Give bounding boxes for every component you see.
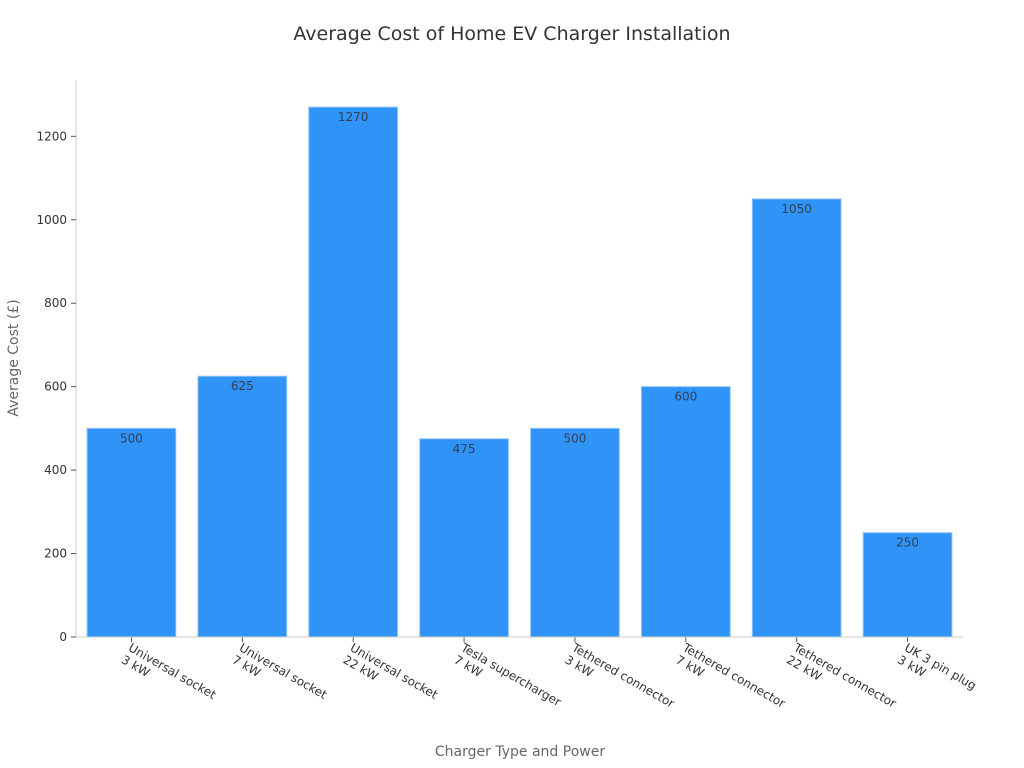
x-tick-label: Tethered connector22 kW xyxy=(783,640,898,723)
value-label: 1050 xyxy=(781,202,812,216)
bar xyxy=(862,532,953,638)
x-tick-label: Tesla supercharger7 kW xyxy=(451,640,564,721)
bar xyxy=(530,427,620,638)
x-tick-label: Tethered connector7 kW xyxy=(672,640,787,723)
value-label: 600 xyxy=(674,390,697,404)
x-tick-label: Universal socket3 kW xyxy=(119,640,219,714)
x-tick-label: Universal socket7 kW xyxy=(230,640,330,714)
bar xyxy=(419,438,509,638)
bar xyxy=(86,427,177,638)
y-tick-label: 200 xyxy=(44,547,67,561)
x-tick-label: UK 3 pin plug3 kW xyxy=(895,640,979,704)
bar xyxy=(308,106,399,638)
y-tick-label: 1000 xyxy=(36,213,67,227)
y-axis-title: Average Cost (£) xyxy=(6,299,22,416)
value-label: 500 xyxy=(563,431,586,445)
value-label: 475 xyxy=(453,442,476,456)
x-tick-label: Universal socket22 kW xyxy=(341,640,441,714)
y-tick-label: 600 xyxy=(44,380,67,394)
value-label: 1270 xyxy=(338,110,369,124)
y-tick-label: 800 xyxy=(44,296,67,310)
bar xyxy=(640,386,731,638)
x-axis-title: Charger Type and Power xyxy=(435,744,605,760)
chart-title: Average Cost of Home EV Charger Installa… xyxy=(293,23,730,45)
y-tick-label: 400 xyxy=(44,463,67,477)
value-label: 625 xyxy=(231,379,254,393)
x-tick-label: Tethered connector3 kW xyxy=(562,640,677,723)
value-label: 250 xyxy=(896,536,919,550)
y-tick-label: 0 xyxy=(59,630,67,644)
y-tick-label: 1200 xyxy=(36,129,67,143)
bar xyxy=(751,198,842,638)
value-label: 500 xyxy=(120,431,143,445)
bar xyxy=(197,375,288,638)
